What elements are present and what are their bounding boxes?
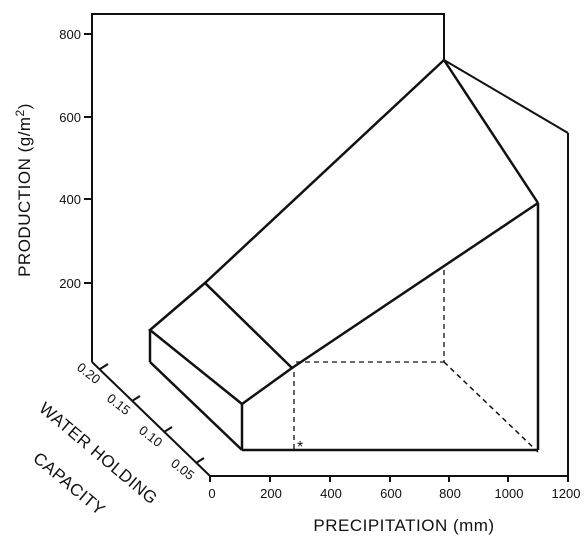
floor-left-edge: [91, 361, 211, 477]
x-tick-label: 200: [260, 486, 282, 501]
surface-top-front: [291, 201, 539, 370]
back-right-edge: [443, 59, 569, 134]
surface-left-base: [149, 361, 243, 451]
y-axis: 200 400 600 800 PRODUCTION (g/m2): [13, 27, 92, 291]
z-tick: [195, 457, 205, 464]
chart-box: [91, 13, 569, 477]
y-tick-label: 400: [59, 192, 81, 207]
z-tick-label: 0.15: [104, 391, 133, 418]
surface-top-face: [148, 281, 294, 406]
surface-top-back: [204, 58, 540, 284]
y-tick-label: 800: [59, 27, 81, 42]
y-tick-label: 600: [59, 110, 81, 125]
x-axis-title: PRECIPITATION (mm): [313, 516, 494, 535]
y-tick-label: 200: [59, 276, 81, 291]
floor-right-back-edge: [443, 361, 539, 453]
back-wall-outline: [91, 13, 445, 362]
z-tick-label: 0.20: [74, 360, 103, 387]
z-axis-title-line1: WATER HOLDING: [35, 399, 161, 509]
z-axis: 0.05 0.10 0.15 0.20 WATER HOLDING CAPACI…: [29, 360, 205, 519]
marker-asterisk: *: [297, 439, 303, 456]
x-tick-label: 400: [320, 486, 342, 501]
x-tick-label: 1200: [552, 486, 581, 501]
production-surface: [148, 58, 540, 452]
x-tick-label: 800: [439, 486, 461, 501]
x-axis: 0 200 400 600 800 1000 1200 PRECIPITATIO…: [208, 476, 580, 535]
y-axis-title: PRODUCTION (g/m2): [13, 103, 34, 277]
z-tick-label: 0.10: [136, 423, 165, 450]
z-tick: [99, 363, 109, 370]
z-tick: [163, 426, 173, 433]
x-tick-label: 1000: [495, 486, 524, 501]
guide-lines: [293, 270, 445, 450]
x-tick-label: 0: [208, 486, 215, 501]
z-tick: [131, 395, 141, 402]
x-tick-label: 600: [380, 486, 402, 501]
